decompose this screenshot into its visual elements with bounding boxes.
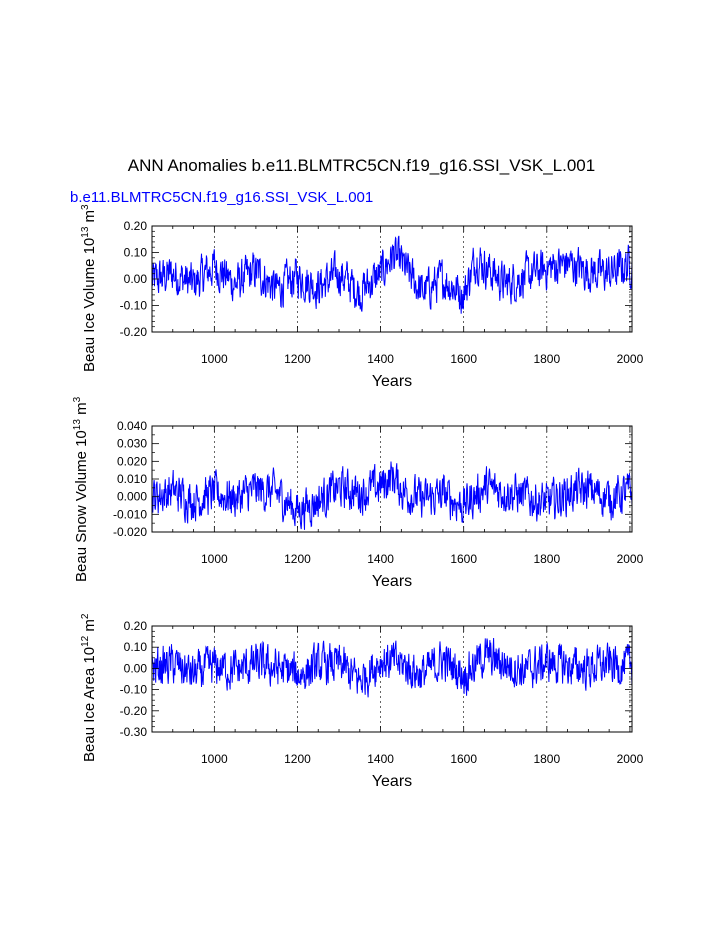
- panel-1-ytick-label: 0.10: [124, 246, 148, 260]
- panel-2-ytick-label: 0.020: [117, 454, 147, 468]
- panel-3-xtick-label: 1000: [201, 752, 228, 766]
- chart-title: ANN Anomalies b.e11.BLMTRC5CN.f19_g16.SS…: [127, 156, 596, 175]
- panel-2-xtick-label: 1600: [450, 552, 477, 566]
- panel-2-series-line: [151, 461, 633, 530]
- panel-2-ytick-label: 0.040: [117, 419, 147, 433]
- panel-1-xtick-label: 1400: [367, 352, 394, 366]
- panel-1-ytick-label: -0.10: [120, 299, 148, 313]
- panel-2-xtick-label: 1200: [284, 552, 311, 566]
- panel-1-xtick-label: 1800: [533, 352, 560, 366]
- panel-3-ytick-label: -0.30: [120, 725, 148, 739]
- panel-2-ytick-label: 0.000: [117, 490, 147, 504]
- panel-2-xtick-label: 1800: [533, 552, 560, 566]
- panel-1-xtick-label: 1200: [284, 352, 311, 366]
- panel-3-xtick-label: 1400: [367, 752, 394, 766]
- panel-2-xtick-label: 2000: [617, 552, 644, 566]
- panel-1-series-line: [151, 235, 633, 314]
- panel-3-xtick-label: 1600: [450, 752, 477, 766]
- panel-1-xtick-label: 2000: [617, 352, 644, 366]
- panel-3-xtick-label: 1200: [284, 752, 311, 766]
- panel-2-ytick-label: -0.010: [113, 507, 147, 521]
- panel-3-series-line: [151, 637, 633, 698]
- panel-3-ytick-label: 0.20: [124, 619, 148, 633]
- panel-2-xlabel: Years: [372, 573, 412, 590]
- panel-2-xtick-label: 1400: [367, 552, 394, 566]
- panel-3-xtick-label: 2000: [617, 752, 644, 766]
- panel-1-xlabel: Years: [372, 373, 412, 390]
- panel-1-xtick-label: 1000: [201, 352, 228, 366]
- panel-1-ytick-label: 0.00: [124, 272, 148, 286]
- panel-3-frame: [151, 625, 633, 733]
- panel-3-ytick-label: -0.10: [120, 683, 148, 697]
- panel-2-ytick-label: 0.010: [117, 472, 147, 486]
- panel-3-xlabel: Years: [372, 773, 412, 790]
- panel-3-ytick-label: -0.20: [120, 704, 148, 718]
- panel-3-ytick-label: 0.10: [124, 640, 148, 654]
- panel-3-ytick-label: 0.00: [124, 661, 148, 675]
- case-label: b.e11.BLMTRC5CN.f19_g16.SSI_VSK_L.001: [70, 189, 374, 206]
- panel-2-xtick-label: 1000: [201, 552, 228, 566]
- panel-2-ytick-label: -0.020: [113, 525, 147, 539]
- panel-3-xtick-label: 1800: [533, 752, 560, 766]
- panel-2-ytick-label: 0.030: [117, 437, 147, 451]
- panel-1-xtick-label: 1600: [450, 352, 477, 366]
- panel-1-ytick-label: 0.20: [124, 219, 148, 233]
- panel-1-ytick-label: -0.20: [120, 325, 148, 339]
